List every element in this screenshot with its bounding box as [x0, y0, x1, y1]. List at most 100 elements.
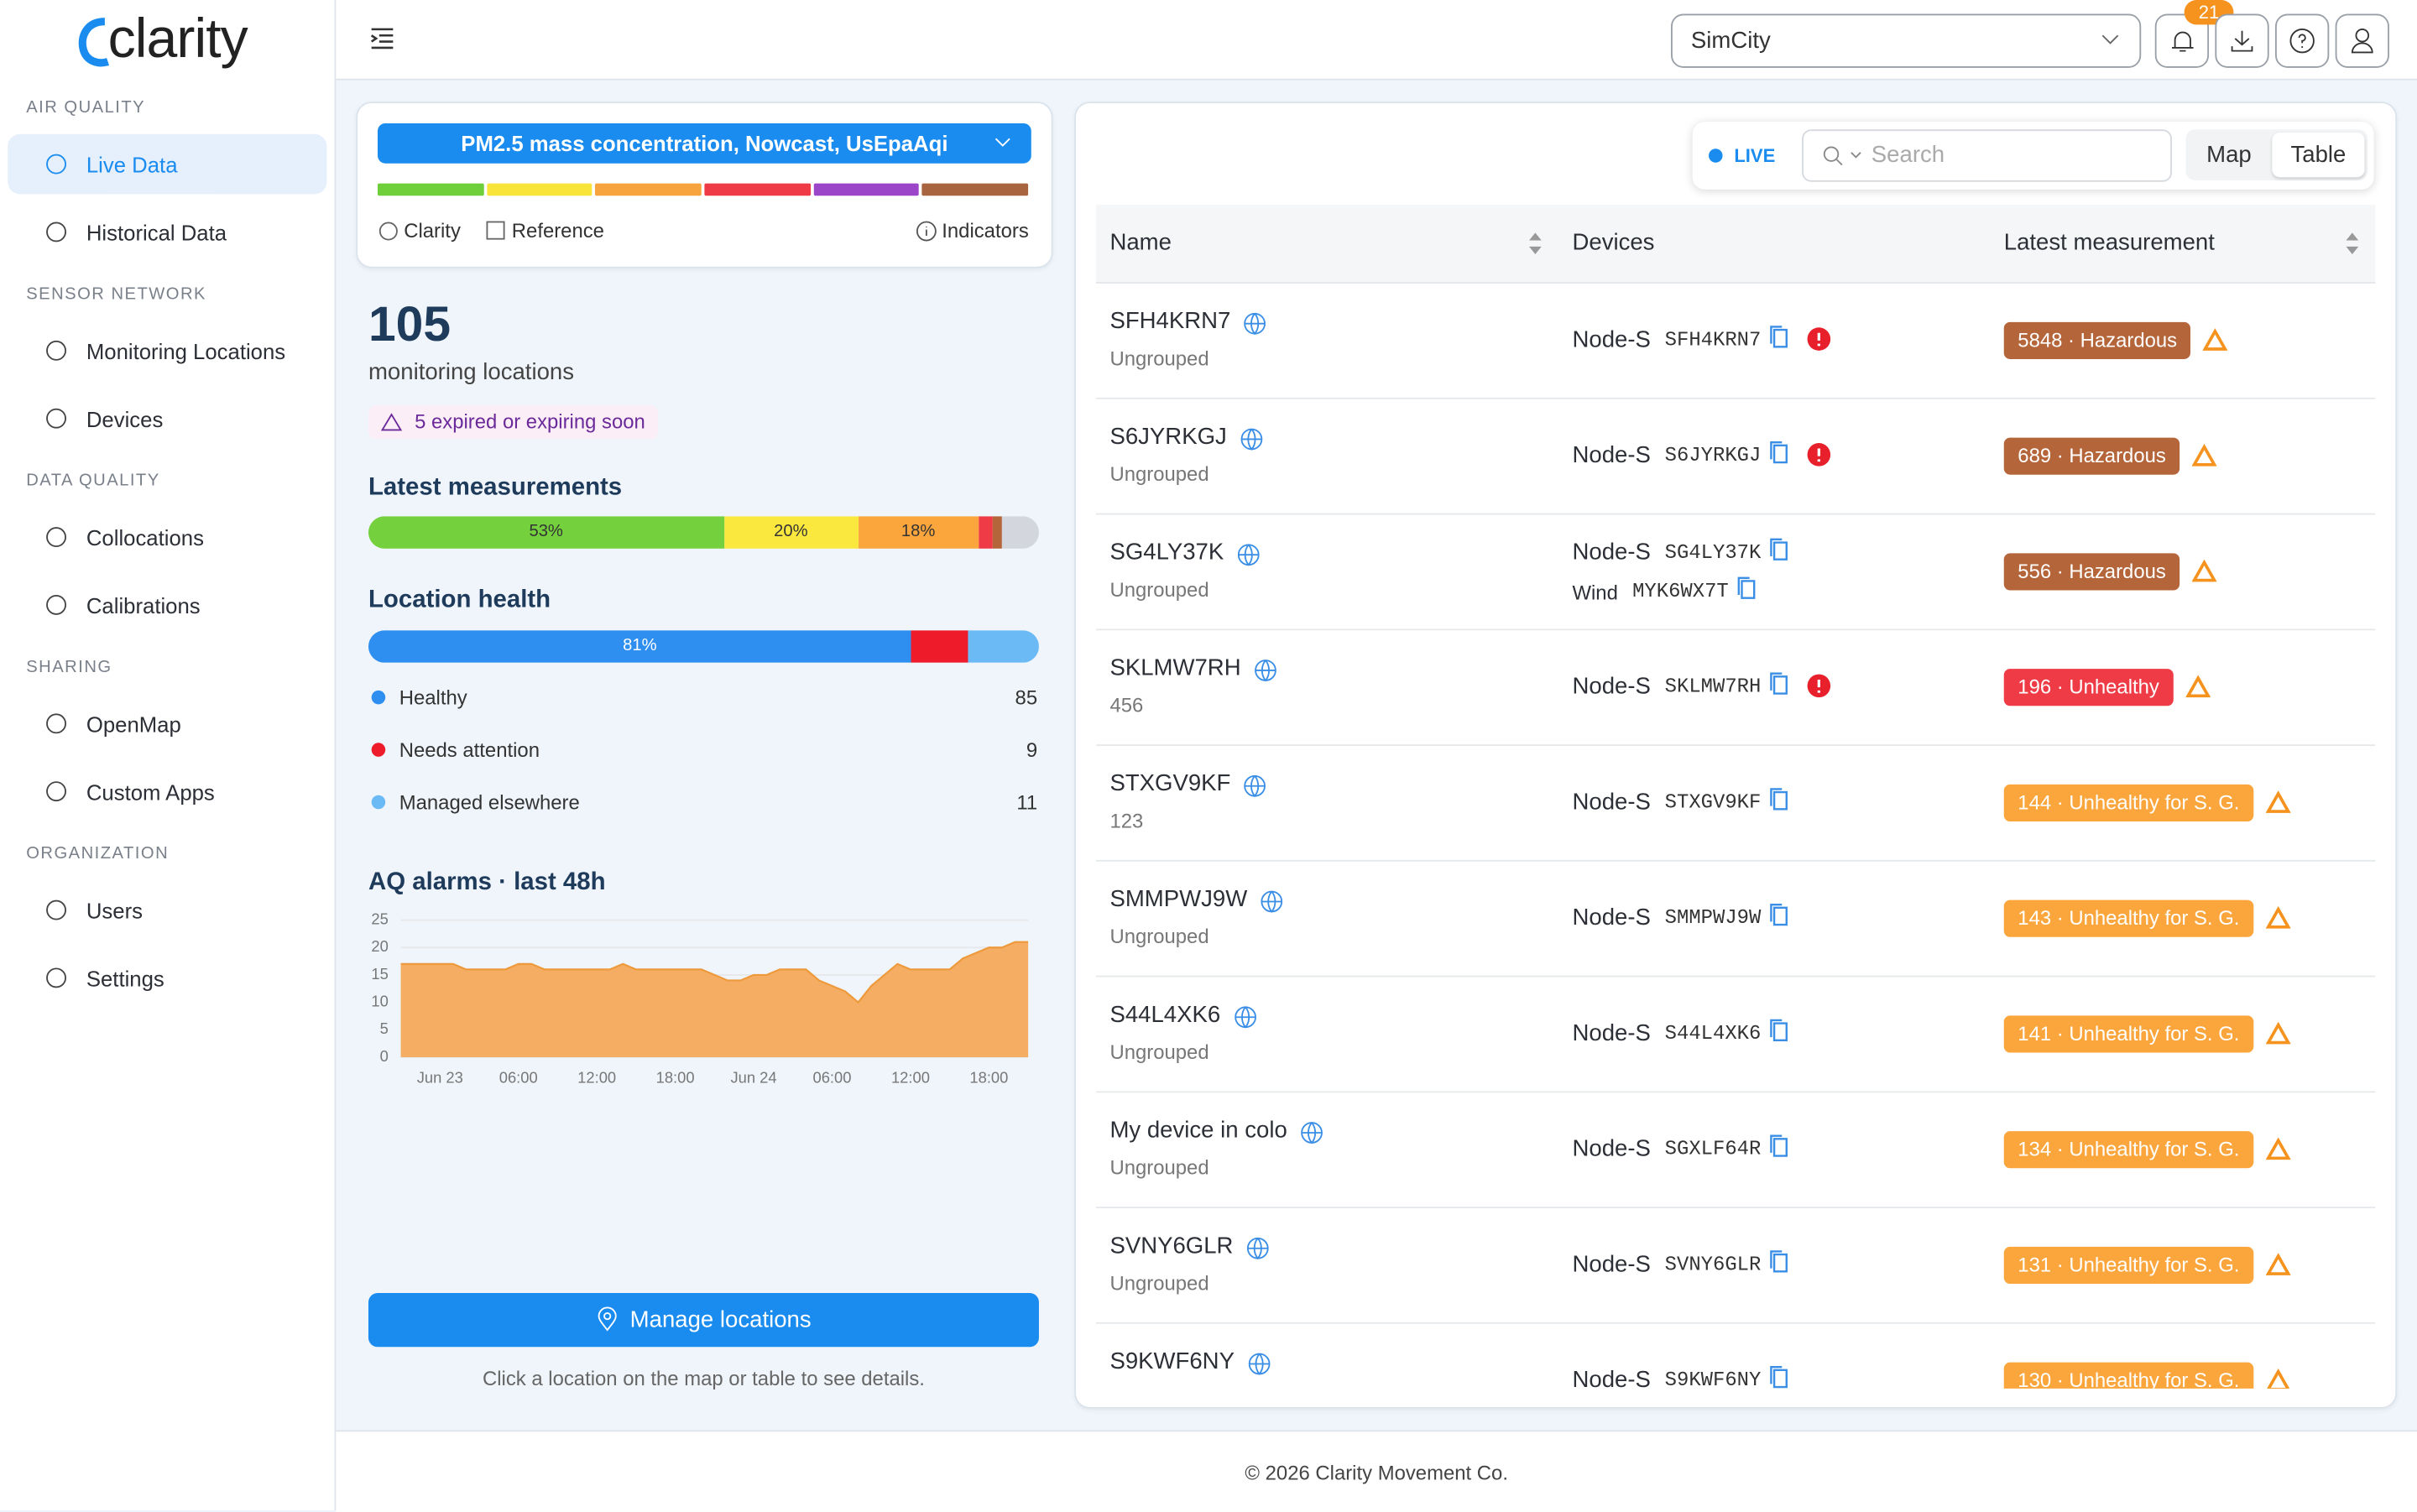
- copy-icon[interactable]: [1770, 1365, 1788, 1389]
- table-row[interactable]: S6JYRKGJ Ungrouped Node-S S6JYRKGJ 689 · Haz…: [1095, 398, 2376, 515]
- table-row[interactable]: SKLMW7RH 456 Node-S SKLMW7RH 196 · Unhealthy: [1095, 628, 2376, 746]
- view-option[interactable]: Map: [2206, 141, 2252, 169]
- copy-icon[interactable]: [1770, 903, 1788, 927]
- copy-icon[interactable]: [1770, 1019, 1788, 1043]
- measurement-badge: 556 · Hazardous: [2003, 553, 2180, 591]
- legend-value: 11: [1016, 790, 1038, 814]
- globe-icon: [1255, 660, 1276, 682]
- scale-swatch: [595, 183, 702, 196]
- section-title: Location health: [368, 587, 551, 614]
- indicators-link[interactable]: Indicators: [942, 218, 1029, 242]
- location-group: Ungrouped: [1109, 1040, 1209, 1064]
- column-header[interactable]: Name: [1109, 229, 1172, 256]
- radio[interactable]: [378, 221, 399, 242]
- nav-item[interactable]: Devices: [8, 388, 326, 449]
- nav-icon: [46, 713, 66, 734]
- icon-shape: [1770, 1019, 1788, 1041]
- table-header: Name Devices Latest measurement: [1095, 205, 2376, 284]
- nav-label: Calibrations: [86, 593, 201, 618]
- icon-shape: [1247, 1238, 1268, 1260]
- expiry-warning[interactable]: 5 expired or expiring soon: [368, 405, 658, 440]
- location-group: Ungrouped: [1109, 577, 1209, 602]
- device-alert: [1807, 674, 1831, 698]
- copy-icon[interactable]: [1770, 326, 1788, 350]
- scale-swatch: [813, 183, 920, 196]
- globe-icon: [1240, 428, 1263, 451]
- search-input[interactable]: Search: [1802, 129, 2172, 182]
- y-tick-label: 5: [380, 1019, 389, 1037]
- nav-label: Custom Apps: [86, 779, 215, 805]
- help-button[interactable]: [2275, 13, 2330, 68]
- location-group: 456: [1109, 693, 1144, 717]
- x-tick-label: 06:00: [813, 1069, 852, 1087]
- icon-shape: [46, 781, 66, 802]
- globe-icon: [1244, 312, 1266, 336]
- manage-locations-button[interactable]: Manage locations: [368, 1293, 1039, 1348]
- footer: © 2026 Clarity Movement Co.: [336, 1430, 2417, 1512]
- bar-segment: 18%: [858, 516, 979, 549]
- copy-icon[interactable]: [1770, 538, 1788, 562]
- icon-shape: [1770, 326, 1788, 348]
- location-group: Ungrouped: [1109, 347, 1209, 370]
- table-row[interactable]: My device in colo Ungrouped Node-S SGXLF64R…: [1095, 1091, 2376, 1209]
- sort-icon[interactable]: [2345, 232, 2360, 256]
- nav-label: Live Data: [86, 152, 178, 178]
- nav-item[interactable]: Users: [8, 880, 326, 941]
- icon-shape: [46, 154, 66, 175]
- table-row[interactable]: SMMPWJ9W Ungrouped Node-S SMMPWJ9W 143 · Unh…: [1095, 860, 2376, 978]
- measurement-bar: 53% 20% 18%: [368, 516, 1039, 549]
- table-row[interactable]: SFH4KRN7 Ungrouped Node-S SFH4KRN7 5848 · Ha…: [1095, 282, 2376, 399]
- copy-icon[interactable]: [1770, 441, 1788, 465]
- download-icon: [2231, 30, 2253, 52]
- icon-shape: [2266, 1021, 2291, 1045]
- warning-icon: [380, 413, 403, 431]
- menu-toggle[interactable]: [370, 28, 394, 50]
- nav-item[interactable]: Collocations: [8, 507, 326, 567]
- copy-icon[interactable]: [1737, 576, 1756, 601]
- device-type: Node-S: [1572, 1135, 1651, 1162]
- view-option[interactable]: Table: [2272, 132, 2365, 178]
- checkbox[interactable]: [486, 221, 508, 242]
- nav-item[interactable]: Live Data: [8, 133, 327, 195]
- nav-item[interactable]: Historical Data: [8, 202, 326, 263]
- nav-item[interactable]: Settings: [8, 948, 326, 1009]
- table-row[interactable]: SG4LY37K Ungrouped Node-S SG4LY37K Wind MYK6W…: [1095, 514, 2376, 631]
- column-header[interactable]: Latest measurement: [2003, 229, 2215, 256]
- icon-shape: [1770, 1365, 1788, 1389]
- account-button[interactable]: [2335, 13, 2389, 68]
- scale-swatch: [486, 183, 593, 196]
- icon-shape: [2202, 328, 2228, 351]
- table-row[interactable]: S44L4XK6 Ungrouped Node-S S44L4XK6 141 · Unh…: [1095, 976, 2376, 1093]
- measurement-warning: [2185, 675, 2211, 698]
- hint: Click a location on the map or table to …: [482, 1367, 925, 1390]
- table-row[interactable]: STXGV9KF 123 Node-S STXGV9KF 144 · Unhealthy…: [1095, 744, 2376, 862]
- nav-item[interactable]: Monitoring Locations: [8, 321, 326, 381]
- icon-shape: [1770, 1134, 1788, 1157]
- metric-select[interactable]: PM2.5 mass concentration, Nowcast, UsEpa…: [378, 123, 1031, 164]
- nav-icon: [46, 527, 66, 548]
- scale-swatch: [704, 183, 811, 196]
- device-id: S6JYRKGJ: [1664, 443, 1762, 467]
- icon-shape: [1245, 775, 1266, 798]
- nav-item[interactable]: Calibrations: [8, 575, 326, 635]
- nav-item[interactable]: OpenMap: [8, 694, 326, 754]
- live-label[interactable]: LIVE: [1734, 144, 1776, 167]
- icon-shape: [1770, 441, 1788, 464]
- scale-swatch: [921, 183, 1029, 196]
- health-legend: Healthy 85 Needs attention 9 Managed elsewhe…: [368, 678, 1039, 832]
- copy-icon[interactable]: [1770, 1250, 1788, 1275]
- download-button[interactable]: [2215, 13, 2269, 68]
- icon-shape: [1770, 672, 1788, 695]
- copy-icon[interactable]: [1770, 788, 1788, 812]
- device-id: S9KWF6NY: [1664, 1369, 1762, 1389]
- icon-shape: [1770, 903, 1788, 926]
- icon-shape: [2266, 906, 2291, 929]
- copy-icon[interactable]: [1770, 672, 1788, 696]
- sort-icon[interactable]: [1527, 232, 1543, 256]
- table-row[interactable]: S9KWF6NY Node-S S9KWF6NY 130 · Unhealthy fo…: [1096, 1322, 2375, 1389]
- copy-icon[interactable]: [1770, 1134, 1788, 1159]
- nav-item[interactable]: Custom Apps: [8, 761, 326, 821]
- table-row[interactable]: SVNY6GLR Ungrouped Node-S SVNY6GLR 131 · Unh…: [1095, 1207, 2376, 1324]
- organization-select[interactable]: SimCity: [1671, 13, 2142, 68]
